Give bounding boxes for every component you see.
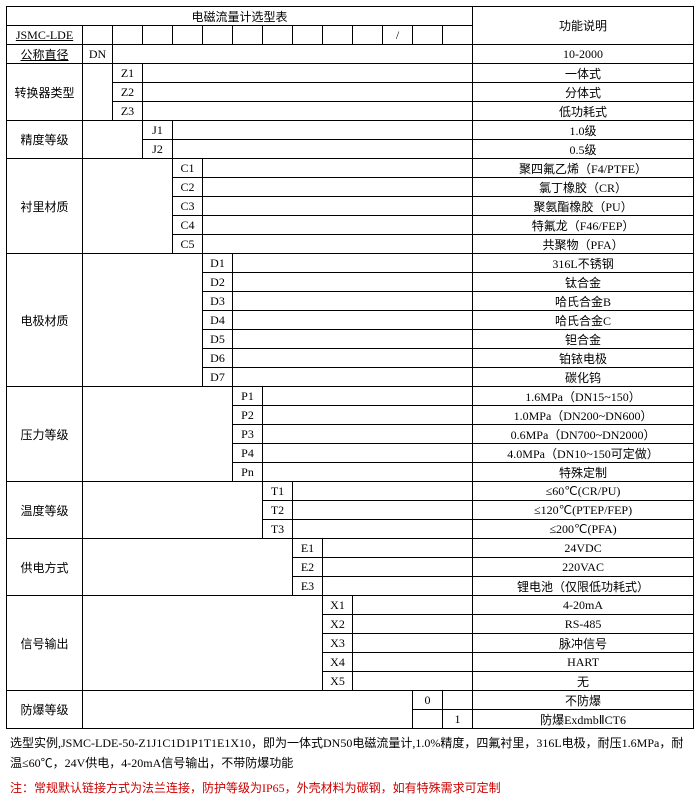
- c4-desc: 特氟龙（F46/FEP）: [473, 216, 694, 235]
- model-code: JSMC-LDE: [7, 26, 83, 45]
- ex1-code: 1: [443, 710, 473, 729]
- x1-desc: 4-20mA: [473, 596, 694, 615]
- d2-desc: 钛合金: [473, 273, 694, 292]
- row-label-electrode: 电极材质: [7, 254, 83, 387]
- j2-code: J2: [143, 140, 173, 159]
- d1-code: D1: [203, 254, 233, 273]
- z2-desc: 分体式: [473, 83, 694, 102]
- t3-desc: ≤200℃(PFA): [473, 520, 694, 539]
- c1-desc: 聚四氟乙烯（F4/PTFE）: [473, 159, 694, 178]
- x4-desc: HART: [473, 653, 694, 672]
- c5-desc: 共聚物（PFA）: [473, 235, 694, 254]
- footnote-note: 注：常规默认链接方式为法兰连接，防护等级为IP65，外壳材料为碳钢，如有特殊需求…: [6, 778, 694, 798]
- pn-desc: 特殊定制: [473, 463, 694, 482]
- c2-code: C2: [173, 178, 203, 197]
- z1-desc: 一体式: [473, 64, 694, 83]
- p3-desc: 0.6MPa（DN700~DN2000）: [473, 425, 694, 444]
- x2-desc: RS-485: [473, 615, 694, 634]
- e2-code: E2: [293, 558, 323, 577]
- nominal-code: DN: [83, 45, 113, 64]
- x3-code: X3: [323, 634, 353, 653]
- t1-code: T1: [263, 482, 293, 501]
- d5-code: D5: [203, 330, 233, 349]
- c4-code: C4: [173, 216, 203, 235]
- t2-code: T2: [263, 501, 293, 520]
- p4-code: P4: [233, 444, 263, 463]
- ex0-desc: 不防爆: [473, 691, 694, 710]
- d6-code: D6: [203, 349, 233, 368]
- d4-desc: 哈氏合金C: [473, 311, 694, 330]
- row-label-pressure: 压力等级: [7, 387, 83, 482]
- row-label-explosion: 防爆等级: [7, 691, 83, 729]
- row-label-nominal: 公称直径: [7, 45, 83, 64]
- d4-code: D4: [203, 311, 233, 330]
- t2-desc: ≤120℃(PTEP/FEP): [473, 501, 694, 520]
- j2-desc: 0.5级: [473, 140, 694, 159]
- footnote-example: 选型实例,JSMC-LDE-50-Z1J1C1D1P1T1E1X10，即为一体式…: [6, 733, 694, 774]
- row-label-accuracy: 精度等级: [7, 121, 83, 159]
- func-title: 功能说明: [473, 7, 694, 45]
- d6-desc: 铂铱电极: [473, 349, 694, 368]
- c2-desc: 氯丁橡胶（CR）: [473, 178, 694, 197]
- nominal-desc: 10-2000: [473, 45, 694, 64]
- e3-desc: 锂电池（仅限低功耗式）: [473, 577, 694, 596]
- footnote1a: 选型实例,: [10, 736, 61, 750]
- d3-code: D3: [203, 292, 233, 311]
- d2-code: D2: [203, 273, 233, 292]
- j1-code: J1: [143, 121, 173, 140]
- ex0-code: 0: [413, 691, 443, 710]
- t1-desc: ≤60℃(CR/PU): [473, 482, 694, 501]
- p4-desc: 4.0MPa（DN10~150可定做）: [473, 444, 694, 463]
- row-label-power: 供电方式: [7, 539, 83, 596]
- d7-desc: 碳化钨: [473, 368, 694, 387]
- x2-code: X2: [323, 615, 353, 634]
- t3-code: T3: [263, 520, 293, 539]
- x4-code: X4: [323, 653, 353, 672]
- d7-code: D7: [203, 368, 233, 387]
- z3-code: Z3: [113, 102, 143, 121]
- p3-code: P3: [233, 425, 263, 444]
- x5-code: X5: [323, 672, 353, 691]
- z2-code: Z2: [113, 83, 143, 102]
- x5-desc: 无: [473, 672, 694, 691]
- e3-code: E3: [293, 577, 323, 596]
- p2-desc: 1.0MPa（DN200~DN600）: [473, 406, 694, 425]
- x3-desc: 脉冲信号: [473, 634, 694, 653]
- row-label-signal: 信号输出: [7, 596, 83, 691]
- slash: /: [383, 26, 413, 45]
- c3-desc: 聚氨酯橡胶（PU）: [473, 197, 694, 216]
- p2-code: P2: [233, 406, 263, 425]
- footnote1b: JSMC-LDE-50-Z1J1C1D1P1T1E1X10，即为一体式DN50电…: [10, 736, 683, 770]
- e1-code: E1: [293, 539, 323, 558]
- c3-code: C3: [173, 197, 203, 216]
- table-title: 电磁流量计选型表: [7, 7, 473, 26]
- row-label-converter: 转换器类型: [7, 64, 83, 121]
- p1-desc: 1.6MPa（DN15~150）: [473, 387, 694, 406]
- c1-code: C1: [173, 159, 203, 178]
- p1-code: P1: [233, 387, 263, 406]
- d1-desc: 316L不锈钢: [473, 254, 694, 273]
- z1-code: Z1: [113, 64, 143, 83]
- selection-table: 电磁流量计选型表 功能说明 JSMC-LDE / 公称直径 DN 10-2000…: [6, 6, 694, 729]
- e2-desc: 220VAC: [473, 558, 694, 577]
- pn-code: Pn: [233, 463, 263, 482]
- d5-desc: 钽合金: [473, 330, 694, 349]
- z3-desc: 低功耗式: [473, 102, 694, 121]
- row-label-lining: 衬里材质: [7, 159, 83, 254]
- c5-code: C5: [173, 235, 203, 254]
- row-label-temp: 温度等级: [7, 482, 83, 539]
- ex1-desc: 防爆ExdmbⅡCT6: [473, 710, 694, 729]
- x1-code: X1: [323, 596, 353, 615]
- e1-desc: 24VDC: [473, 539, 694, 558]
- j1-desc: 1.0级: [473, 121, 694, 140]
- d3-desc: 哈氏合金B: [473, 292, 694, 311]
